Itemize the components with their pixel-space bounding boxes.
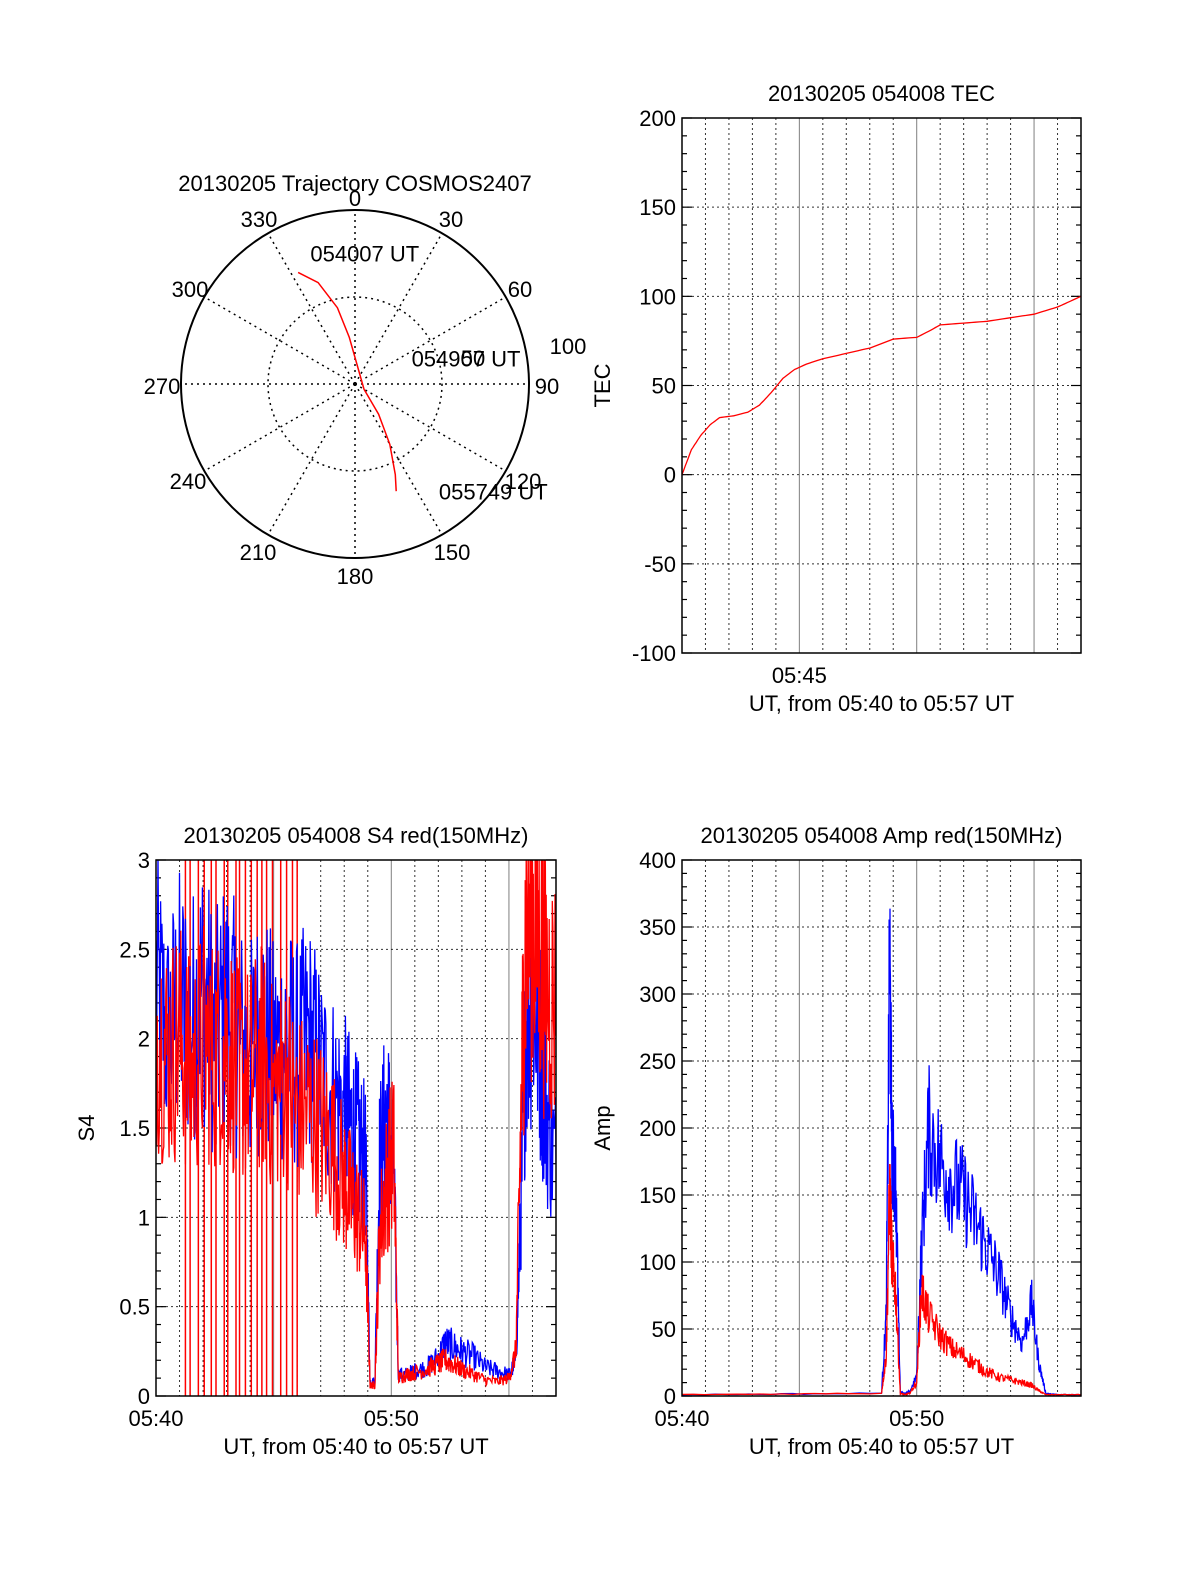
y-tick-label: 0: [664, 1384, 676, 1409]
azimuth-label: 60: [508, 277, 532, 302]
y-tick-label: -100: [632, 641, 676, 666]
y-tick-label: 0: [138, 1384, 150, 1409]
radial-label: 50: [461, 346, 485, 371]
y-tick-label: 3: [138, 848, 150, 873]
y-tick-label: 50: [652, 1317, 676, 1342]
y-tick-label: 400: [639, 848, 676, 873]
x-tick-label: 05:40: [654, 1406, 709, 1431]
polar-grid-circle: [267, 296, 443, 472]
y-tick-label: 1: [138, 1205, 150, 1230]
x-tick-label: 05:40: [128, 1406, 183, 1431]
y-tick-label: 0.5: [119, 1295, 150, 1320]
azimuth-label: 150: [434, 540, 471, 565]
s4-series-red: [156, 860, 556, 1390]
azimuth-label: 30: [439, 207, 463, 232]
amp-series-red: [682, 1163, 1081, 1396]
s4-y-axis-label: S4: [74, 1115, 99, 1142]
azimuth-label: 180: [337, 564, 374, 589]
y-tick-label: 250: [639, 1049, 676, 1074]
x-tick-label: 05:50: [889, 1406, 944, 1431]
azimuth-label: 0: [349, 186, 361, 211]
y-tick-label: 0: [664, 463, 676, 488]
polar-spoke: [203, 296, 356, 385]
y-tick-label: 100: [639, 284, 676, 309]
y-tick-label: 50: [652, 374, 676, 399]
radial-label: 100: [550, 334, 587, 359]
s4-title: 20130205 054008 S4 red(150MHz): [184, 823, 529, 848]
polar-spoke: [267, 232, 356, 385]
trajectory-track: [297, 271, 397, 492]
polar-outer-circle: [180, 209, 530, 559]
azimuth-label: 210: [240, 540, 277, 565]
polar-spoke: [354, 296, 507, 385]
x-tick-label: 05:50: [364, 1406, 419, 1431]
amp-x-axis-label: UT, from 05:40 to 05:57 UT: [749, 1434, 1014, 1459]
y-tick-label: 2.5: [119, 937, 150, 962]
polar-spoke: [354, 383, 443, 536]
trajectory-title: 20130205 Trajectory COSMOS2407: [178, 171, 531, 196]
amp-series-blue: [682, 908, 1081, 1396]
y-tick-label: 200: [639, 106, 676, 131]
trajectory-annotation: 054007 UT: [310, 241, 419, 266]
y-tick-label: -50: [644, 552, 676, 577]
y-tick-label: 200: [639, 1116, 676, 1141]
azimuth-label: 240: [170, 469, 207, 494]
trajectory-annotation: 055749 UT: [439, 479, 548, 504]
y-tick-label: 150: [639, 195, 676, 220]
tec-y-axis-label: TEC: [590, 363, 615, 407]
y-tick-label: 300: [639, 982, 676, 1007]
azimuth-label: 120: [505, 469, 542, 494]
s4-x-axis-label: UT, from 05:40 to 05:57 UT: [223, 1434, 488, 1459]
y-tick-label: 2: [138, 1027, 150, 1052]
amp-panel: 20130205 054008 Amp red(150MHz) 0 50 100 150…: [590, 823, 1082, 1459]
y-tick-label: 150: [639, 1183, 676, 1208]
y-tick-label: 350: [639, 915, 676, 940]
tec-frame: [681, 117, 1082, 654]
x-tick-label: 05:45: [772, 663, 827, 688]
azimuth-label: 270: [144, 374, 181, 399]
polar-spoke: [354, 383, 507, 472]
s4-frame: [155, 859, 557, 1397]
tec-panel: 20130205 054008 TEC -100 -50 0 50 100 150 200 05…: [590, 81, 1082, 716]
tec-title: 20130205 054008 TEC: [768, 81, 995, 106]
polar-spoke: [267, 383, 356, 536]
amp-plot-area: [682, 908, 1081, 1396]
y-tick-label: 100: [639, 1250, 676, 1275]
tec-x-axis-label: UT, from 05:40 to 05:57 UT: [749, 691, 1014, 716]
s4-panel: 20130205 054008 S4 red(150MHz) 0 0.5 1 1.5 2 2…: [74, 823, 557, 1459]
amp-y-axis-label: Amp: [590, 1105, 615, 1150]
amp-title: 20130205 054008 Amp red(150MHz): [700, 823, 1062, 848]
azimuth-label: 300: [172, 277, 209, 302]
s4-plot-area: [156, 860, 556, 1396]
polar-spoke: [354, 232, 443, 385]
polar-spoke: [203, 383, 356, 472]
tec-plot-area: [682, 295, 1081, 475]
trajectory-annotation: 054907 UT: [412, 347, 521, 372]
azimuth-label: 330: [241, 207, 278, 232]
y-tick-label: 1.5: [119, 1116, 150, 1141]
amp-frame: [681, 859, 1082, 1397]
tec-series-red: [682, 295, 1081, 475]
azimuth-label: 90: [535, 374, 559, 399]
